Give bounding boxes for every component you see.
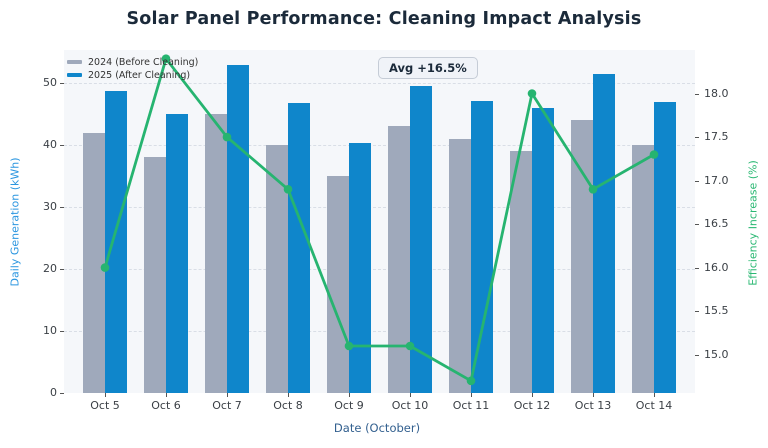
gridline [64, 144, 695, 146]
bar-2025-oct13 [593, 74, 615, 393]
bar-2025-oct12 [532, 107, 554, 393]
efficiency-point-oct10 [405, 341, 415, 351]
y-tickmark-right [695, 224, 699, 226]
bar-2024-oct10 [388, 126, 410, 393]
bar-2025-oct8 [288, 102, 310, 393]
y-tickmark-left [60, 206, 64, 208]
x-tick-label: Oct 6 [151, 399, 181, 412]
x-tick-label: Oct 12 [513, 399, 551, 412]
legend-item-before: 2024 (Before Cleaning) [67, 56, 198, 68]
bar-2025-oct14 [654, 102, 676, 393]
bar-2025-oct6 [166, 113, 188, 393]
y-tick-right: 15.0 [704, 347, 729, 361]
efficiency-point-oct11 [466, 376, 476, 386]
bar-2025-oct10 [410, 85, 432, 393]
bar-2024-oct7 [205, 113, 227, 393]
bar-2024-oct5 [83, 132, 105, 393]
y-tick-right: 15.5 [704, 304, 729, 318]
y-tick-right: 17.0 [704, 173, 729, 187]
x-tickmark [593, 393, 594, 397]
y-tick-left: 40 [43, 137, 57, 151]
y-tick-left: 10 [43, 323, 57, 337]
y-tickmark-left [60, 82, 64, 84]
y-tickmark-right [695, 354, 699, 356]
bar-2025-oct9 [349, 143, 371, 393]
x-tick-label: Oct 11 [452, 399, 490, 412]
x-axis-title: Date (October) [333, 421, 421, 435]
bar-2025-oct7 [227, 64, 249, 393]
bar-2024-oct13 [571, 120, 593, 393]
bar-2024-oct9 [327, 175, 349, 393]
efficiency-point-oct13 [588, 185, 598, 194]
x-tick-label: Oct 5 [90, 399, 120, 412]
legend-label-before: 2024 (Before Cleaning) [88, 56, 199, 68]
x-tick-label: Oct 10 [391, 399, 429, 412]
y-tickmark-right [695, 180, 699, 182]
y-tick-left: 30 [43, 199, 57, 213]
x-tickmark [471, 393, 472, 397]
y-tick-right: 18.0 [704, 86, 729, 100]
efficiency-point-oct9 [344, 341, 354, 351]
y-tick-left: 50 [43, 75, 57, 89]
y-tickmark-right [695, 311, 699, 313]
y-axis-title-right: Efficiency Increase (%) [746, 160, 760, 286]
efficiency-point-oct7 [222, 132, 232, 142]
y-tick-right: 16.0 [704, 260, 729, 274]
gridline [64, 330, 695, 332]
x-tick-label: Oct 8 [273, 399, 303, 412]
x-tickmark [410, 393, 411, 397]
y-tickmark-left [60, 268, 64, 270]
bar-2025-oct5 [105, 90, 127, 393]
efficiency-point-oct14 [649, 150, 659, 159]
x-tickmark [166, 393, 167, 397]
efficiency-point-oct6 [161, 54, 171, 63]
x-tick-label: Oct 9 [334, 399, 364, 412]
bar-2024-oct6 [144, 157, 166, 393]
y-tickmark-right [695, 267, 699, 269]
efficiency-point-oct12 [527, 89, 537, 98]
y-tickmark-right [695, 93, 699, 95]
y-tickmark-left [60, 144, 64, 146]
efficiency-point-oct5 [100, 263, 110, 272]
x-tick-label: Oct 13 [574, 399, 612, 412]
bar-2025-oct11 [471, 101, 493, 393]
chart-title: Solar Panel Performance: Cleaning Impact… [126, 9, 642, 29]
efficiency-line [103, 57, 655, 383]
legend: 2024 (Before Cleaning) 2025 (After Clean… [67, 56, 198, 82]
y-tick-left: 20 [43, 261, 57, 275]
efficiency-line-layer [100, 54, 659, 386]
legend-swatch-before [67, 60, 82, 64]
y-tickmark-left [60, 330, 64, 332]
gridline [64, 206, 695, 208]
bar-2024-oct8 [266, 144, 288, 393]
x-tick-label: Oct 14 [635, 399, 673, 412]
x-tickmark [227, 393, 228, 397]
avg-annotation: Avg +16.5% [378, 57, 478, 79]
y-tickmark-right [695, 137, 699, 139]
plot-area: 2024 (Before Cleaning) 2025 (After Clean… [64, 50, 695, 393]
y-axis-title-left: Daily Generation (kWh) [8, 157, 22, 287]
y-tickmark-left [60, 393, 64, 394]
y-tick-right: 17.5 [704, 130, 729, 144]
x-tickmark [532, 393, 533, 397]
gridline [64, 82, 695, 84]
legend-swatch-after [67, 73, 82, 77]
y-tick-left: 0 [50, 386, 57, 399]
gridline [64, 268, 695, 270]
bar-2024-oct11 [449, 138, 471, 393]
legend-label-after: 2025 (After Cleaning) [88, 69, 191, 81]
x-tickmark [288, 393, 289, 397]
legend-item-after: 2025 (After Cleaning) [67, 69, 198, 81]
x-tickmark [349, 393, 350, 397]
x-tick-label: Oct 7 [212, 399, 242, 412]
bar-2024-oct14 [632, 144, 654, 393]
bar-2024-oct12 [510, 151, 532, 393]
efficiency-point-oct8 [283, 185, 293, 194]
x-tickmark [654, 393, 655, 397]
y-tick-right: 16.5 [704, 217, 729, 231]
x-tickmark [105, 393, 106, 397]
